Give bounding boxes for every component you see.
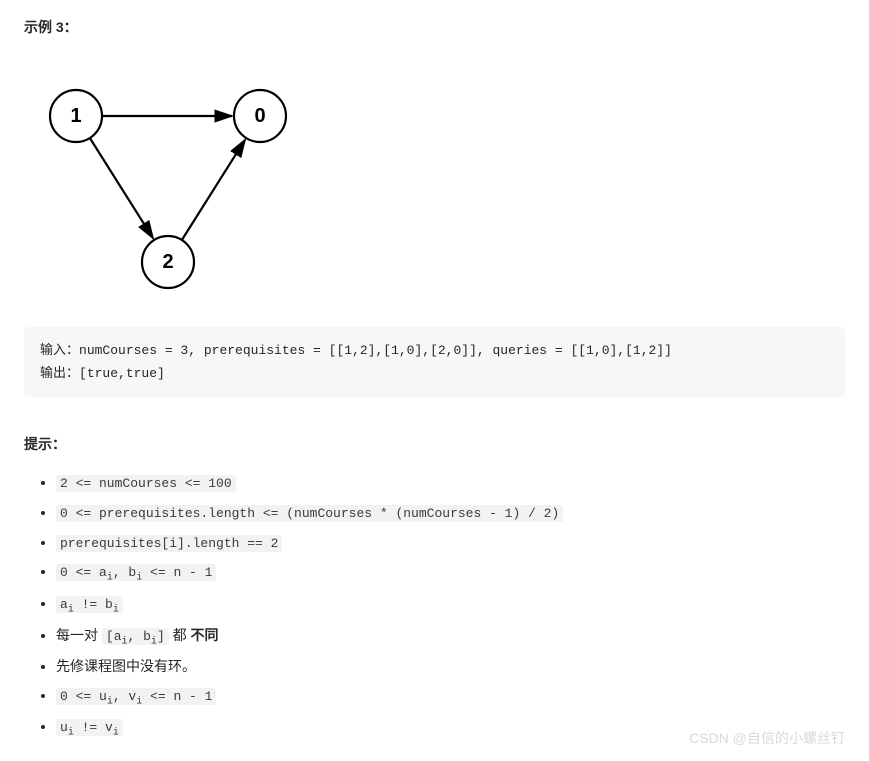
graph-edge	[182, 140, 245, 240]
graph-node-label: 2	[162, 251, 173, 273]
hint-item: 2 <= numCourses <= 100	[56, 469, 845, 497]
hint-code: [ai, bi]	[102, 628, 169, 645]
hint-item: 每一对 [ai, bi] 都 不同	[56, 622, 845, 652]
example-title: 示例 3：	[24, 16, 845, 38]
hint-item: 0 <= prerequisites.length <= (numCourses…	[56, 499, 845, 527]
input-text: numCourses = 3, prerequisites = [[1,2],[…	[79, 343, 672, 358]
hint-code: 2 <= numCourses <= 100	[56, 475, 236, 492]
graph-node-label: 1	[70, 105, 81, 127]
hint-bold: 不同	[191, 627, 219, 643]
hint-item: 先修课程图中没有环。	[56, 653, 845, 680]
hint-item: 0 <= ui, vi <= n - 1	[56, 682, 845, 712]
output-text: [true,true]	[79, 366, 165, 381]
hints-title: 提示：	[24, 433, 845, 455]
hint-item: 0 <= ai, bi <= n - 1	[56, 558, 845, 588]
hint-code: ai != bi	[56, 596, 123, 613]
hint-item: ui != vi	[56, 713, 845, 743]
hints-list: 2 <= numCourses <= 100 0 <= prerequisites…	[24, 469, 845, 743]
graph-edge	[90, 138, 153, 238]
hint-item: prerequisites[i].length == 2	[56, 529, 845, 557]
graph-node-label: 0	[254, 105, 265, 127]
output-label: 输出：	[40, 365, 79, 380]
hint-code: prerequisites[i].length == 2	[56, 535, 282, 552]
hint-code: 0 <= ui, vi <= n - 1	[56, 688, 216, 705]
hint-code: ui != vi	[56, 719, 123, 736]
input-label: 输入：	[40, 342, 79, 357]
hint-code: 0 <= prerequisites.length <= (numCourses…	[56, 505, 563, 522]
io-block: 输入：numCourses = 3, prerequisites = [[1,2…	[24, 327, 845, 397]
hint-item: ai != bi	[56, 590, 845, 620]
graph-diagram: 1 0 2	[24, 50, 845, 306]
hint-code: 0 <= ai, bi <= n - 1	[56, 564, 216, 581]
